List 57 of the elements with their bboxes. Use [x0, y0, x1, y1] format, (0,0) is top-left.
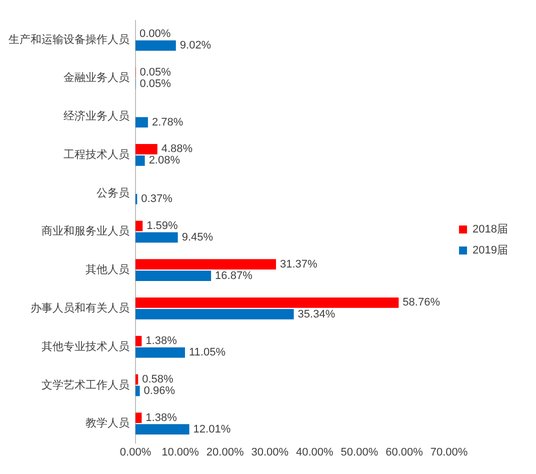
data-label: 0.00%: [140, 28, 171, 40]
x-tick-label: 30.00%: [251, 446, 289, 458]
bar: [136, 232, 178, 243]
bar: [136, 270, 212, 282]
bar: [136, 424, 190, 435]
data-label: 2.08%: [148, 154, 180, 167]
bar: [136, 117, 148, 128]
data-label: 1.38%: [146, 412, 178, 424]
bar: [136, 144, 158, 154]
data-label: 0.58%: [142, 374, 174, 386]
y-tick-label: 公务员: [96, 187, 130, 200]
data-label: 0.05%: [140, 78, 172, 90]
data-label: 1.38%: [146, 335, 178, 348]
y-tick-label: 其他人员: [86, 263, 130, 276]
data-label: 9.45%: [182, 231, 214, 244]
data-label: 1.59%: [146, 220, 178, 232]
y-tick-label: 教学人员: [86, 418, 130, 430]
data-label: 35.34%: [298, 308, 336, 320]
y-tick-label: 金融业务人员: [64, 71, 130, 84]
x-tick-label: 20.00%: [206, 446, 244, 458]
data-label: 12.01%: [193, 423, 231, 436]
data-label: 9.02%: [180, 40, 212, 52]
bar: [136, 336, 142, 346]
bar: [136, 259, 276, 270]
x-tick-label: 10.00%: [162, 446, 200, 458]
legend-label: 2018届: [472, 224, 508, 236]
bar: [136, 347, 185, 358]
data-label: 0.96%: [144, 385, 176, 398]
bar: [136, 40, 176, 51]
data-label: 16.87%: [215, 270, 253, 282]
y-tick-label: 其他专业技术人员: [42, 340, 130, 353]
data-label: 2.78%: [152, 116, 184, 128]
data-label: 11.05%: [188, 346, 226, 359]
data-label: 4.88%: [161, 143, 193, 156]
data-label: 0.05%: [140, 66, 172, 78]
y-tick-label: 商业和服务业人员: [42, 224, 130, 238]
bar: [136, 374, 138, 385]
x-tick-label: 60.00%: [386, 446, 424, 458]
y-tick-label: 文学艺术工作人员: [42, 378, 130, 392]
y-tick-label: 工程技术人员: [64, 148, 130, 161]
data-label: 0.37%: [141, 193, 173, 206]
bar: [136, 298, 399, 308]
x-tick-label: 50.00%: [340, 446, 378, 458]
bar: [136, 309, 294, 320]
y-tick-label: 生产和运输设备操作人员: [8, 32, 130, 46]
x-tick-label: 0.00%: [120, 446, 152, 458]
data-label: 58.76%: [402, 296, 440, 309]
x-tick-label: 40.00%: [296, 446, 334, 458]
bar: [136, 220, 143, 232]
x-tick-label: 70.00%: [430, 446, 468, 458]
bar: [136, 412, 142, 424]
y-tick-label: 经济业务人员: [64, 110, 130, 123]
legend-label: 2019届: [472, 244, 508, 257]
data-label: 31.37%: [280, 258, 318, 270]
bar: [136, 386, 140, 396]
y-tick-label: 办事人员和有关人员: [30, 301, 130, 314]
bar: [136, 156, 145, 166]
